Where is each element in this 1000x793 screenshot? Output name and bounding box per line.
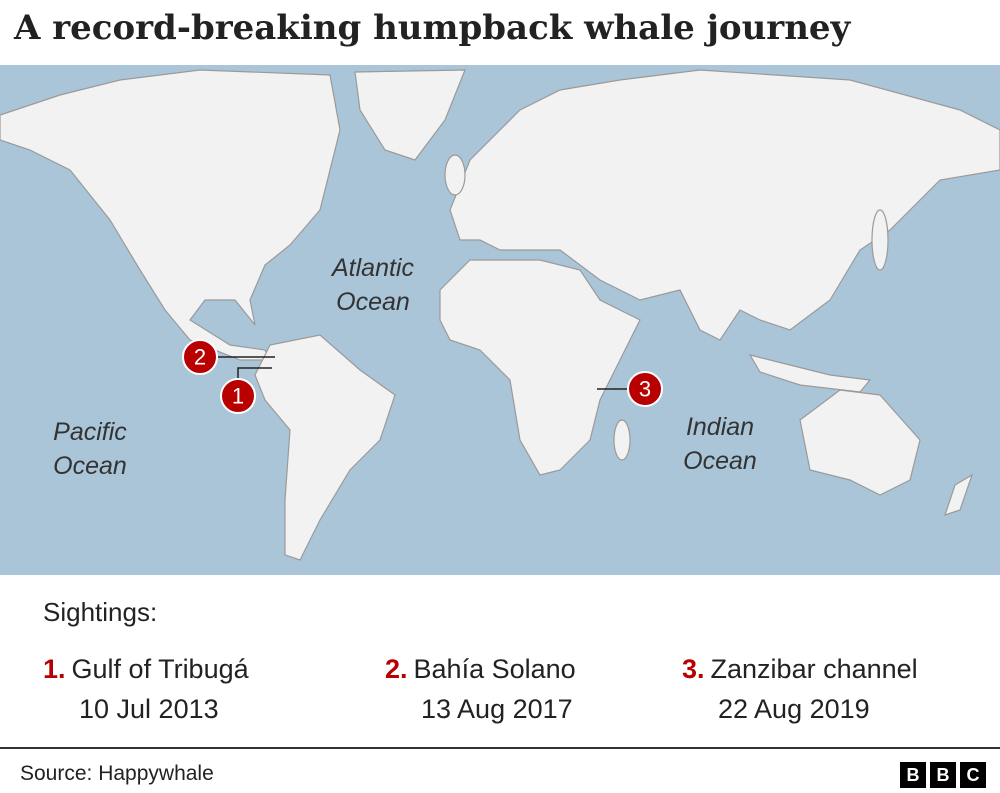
item-number: 1. bbox=[43, 654, 66, 684]
land bbox=[0, 69, 1000, 561]
legend-item: 3. Zanzibar channel 22 Aug 2019 bbox=[682, 649, 918, 729]
logo: B B C bbox=[900, 762, 986, 788]
item-place: Zanzibar channel bbox=[710, 654, 918, 684]
marker-label: 3 bbox=[639, 377, 651, 402]
africa bbox=[439, 259, 641, 476]
legend-item: 2. Bahía Solano 13 Aug 2017 bbox=[385, 649, 576, 729]
logo-letter: B bbox=[900, 762, 926, 788]
marker bbox=[220, 378, 256, 414]
indonesia bbox=[748, 354, 872, 393]
ocean-label: Ocean bbox=[336, 288, 410, 316]
legend-heading: Sightings: bbox=[43, 597, 158, 627]
marker bbox=[627, 371, 663, 407]
eurasia bbox=[449, 69, 1000, 341]
leader-lines bbox=[215, 356, 628, 390]
legend-item: 1. Gulf of Tribugá 10 Jul 2013 bbox=[43, 649, 249, 729]
greenland bbox=[354, 69, 466, 161]
new-zealand bbox=[944, 473, 974, 516]
item-date: 22 Aug 2019 bbox=[718, 694, 870, 724]
item-date: 13 Aug 2017 bbox=[421, 694, 573, 724]
ocean-label: Ocean bbox=[53, 452, 127, 480]
britain bbox=[444, 154, 466, 196]
south-america bbox=[254, 334, 396, 561]
ocean-label: Indian bbox=[686, 413, 754, 441]
map: Atlantic Ocean Pacific Ocean Indian Ocea… bbox=[0, 65, 1000, 575]
divider bbox=[0, 747, 1000, 749]
item-number: 3. bbox=[682, 654, 705, 684]
madagascar bbox=[613, 419, 631, 461]
logo-letter: B bbox=[930, 762, 956, 788]
north-america bbox=[0, 69, 341, 361]
source: Source: Happywhale bbox=[20, 762, 214, 785]
marker-label: 2 bbox=[194, 345, 206, 370]
japan bbox=[871, 209, 889, 271]
marker-label: 1 bbox=[232, 384, 244, 409]
ocean-label: Ocean bbox=[683, 447, 757, 475]
ocean-label: Atlantic bbox=[330, 254, 414, 282]
item-place: Bahía Solano bbox=[413, 654, 576, 684]
leader-line bbox=[237, 367, 272, 382]
item-number: 2. bbox=[385, 654, 408, 684]
legend: Sightings: 1. Gulf of Tribugá 10 Jul 2013… bbox=[0, 575, 1000, 747]
marker bbox=[182, 339, 218, 375]
logo-letter: C bbox=[960, 762, 986, 788]
item-date: 10 Jul 2013 bbox=[79, 694, 219, 724]
item-place: Gulf of Tribugá bbox=[71, 654, 249, 684]
ocean-label: Pacific bbox=[53, 418, 127, 446]
title: A record-breaking humpback whale journey bbox=[14, 8, 851, 48]
